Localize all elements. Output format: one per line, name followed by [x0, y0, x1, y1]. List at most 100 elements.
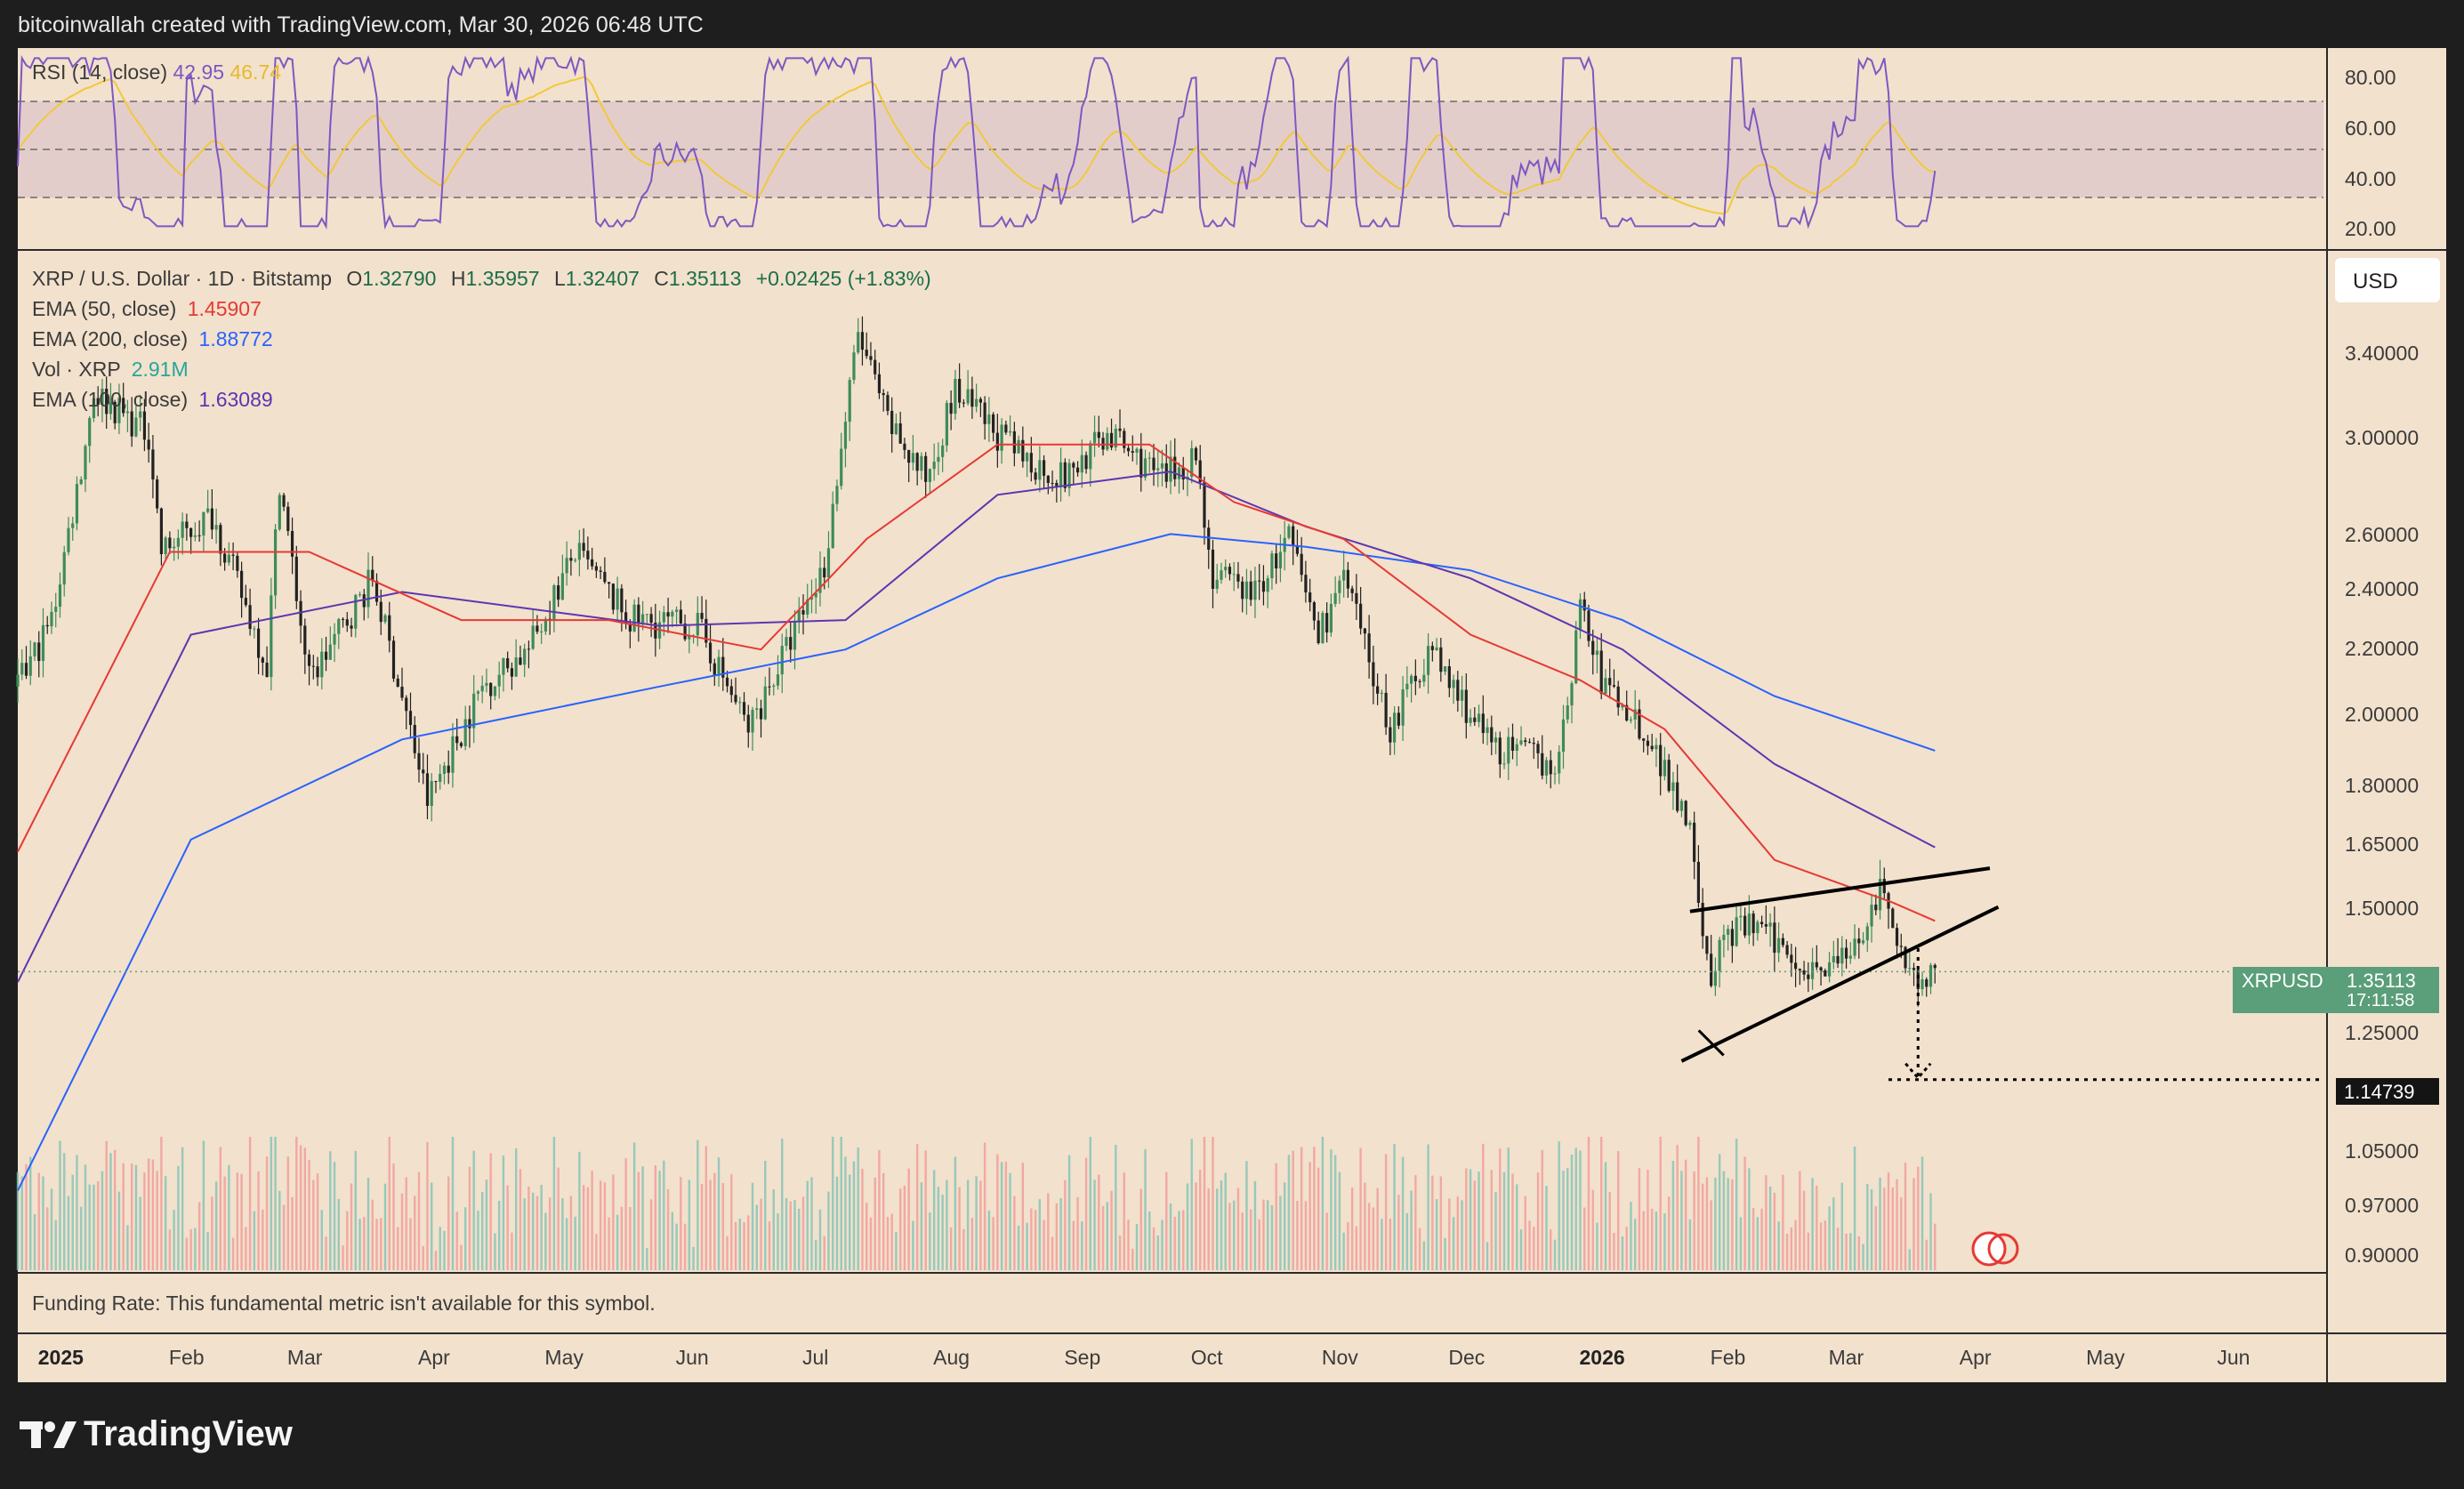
volume-bar: [223, 1176, 226, 1270]
candle-body: [1249, 581, 1252, 600]
volume-bar: [130, 1163, 133, 1270]
price-scale-label: 2.60000: [2345, 523, 2420, 546]
candle-body: [645, 614, 648, 616]
volume-bar: [815, 1239, 817, 1270]
candle-body: [1342, 569, 1346, 581]
candle-body: [1777, 938, 1781, 954]
volume-bar: [1418, 1227, 1421, 1270]
candle-body: [928, 469, 932, 482]
candle-body: [181, 521, 184, 538]
volume-bar: [388, 1137, 391, 1270]
candle-body: [210, 508, 213, 530]
candle-body: [24, 663, 28, 676]
candle-body: [425, 773, 430, 807]
currency-label: USD: [2353, 270, 2398, 294]
time-axis-label: 2026: [1579, 1346, 1625, 1369]
candle-body: [1870, 905, 1873, 927]
volume-bar: [54, 1219, 57, 1270]
candle-body: [920, 455, 923, 471]
volume-bar: [1381, 1219, 1383, 1270]
volume-bar: [1469, 1169, 1472, 1270]
volume-bar: [1118, 1235, 1122, 1270]
candle-body: [193, 535, 197, 537]
volume-bar: [958, 1187, 961, 1270]
candle-body: [1713, 970, 1717, 986]
candle-body: [1646, 740, 1650, 746]
candle-body: [599, 570, 602, 572]
candle-body: [371, 569, 374, 582]
candle-body: [1494, 737, 1498, 743]
volume-bar: [274, 1137, 277, 1270]
volume-bar: [1917, 1166, 1920, 1270]
volume-bar: [1178, 1211, 1180, 1270]
target-price-value: 1.14739: [2344, 1081, 2415, 1103]
volume-bar: [523, 1198, 526, 1270]
volume-bar: [565, 1218, 568, 1270]
candle-body: [1258, 580, 1261, 582]
symbol-legend[interactable]: XRP / U.S. Dollar · 1D · Bitstamp O1.327…: [32, 267, 931, 291]
candle-body: [679, 609, 682, 624]
volume-bar: [1583, 1207, 1586, 1270]
candle-body: [1532, 743, 1535, 744]
volume-bar: [569, 1195, 573, 1270]
candle-body: [1832, 955, 1835, 962]
candle-body: [1287, 526, 1291, 538]
currency-button[interactable]: USD: [2335, 258, 2440, 302]
candle-body: [1612, 685, 1616, 687]
candle-body: [1147, 457, 1151, 459]
volume-bar: [265, 1156, 269, 1270]
volume-bar: [907, 1168, 910, 1270]
volume-bar: [189, 1229, 192, 1270]
candle-body: [497, 674, 501, 687]
volume-legend[interactable]: Vol · XRP 2.91M: [32, 358, 189, 382]
ema50-value: 1.45907: [187, 297, 262, 320]
price-scale-label: 2.40000: [2345, 577, 2420, 600]
volume-bar: [1076, 1196, 1079, 1270]
rsi-legend[interactable]: RSI (14, close) 42.95 46.74: [32, 60, 281, 85]
candle-body: [1549, 760, 1552, 775]
volume-bar: [641, 1166, 644, 1270]
candle-body: [742, 702, 746, 715]
candle-body: [1325, 613, 1329, 633]
candle-body: [1836, 955, 1840, 964]
candle-body: [391, 640, 396, 679]
candle-body: [430, 781, 433, 807]
candle-body: [869, 356, 873, 360]
volume-bar: [1718, 1154, 1721, 1270]
candle-body: [1384, 692, 1388, 728]
candle-body: [932, 462, 936, 470]
candle-body: [1372, 662, 1375, 687]
candle-body: [1241, 581, 1244, 600]
candle-body: [374, 581, 379, 602]
volume-bar: [755, 1204, 758, 1270]
volume-bar: [1655, 1211, 1658, 1270]
candle-body: [1633, 709, 1637, 720]
last-price-tag[interactable]: XRPUSD 1.35113 17:11:58: [2233, 967, 2439, 1013]
candle-body: [472, 693, 476, 728]
volume-bar: [1064, 1179, 1067, 1270]
volume-bar: [105, 1140, 108, 1270]
volume-bar: [143, 1172, 146, 1270]
candle-body: [101, 389, 104, 406]
candle-body: [776, 674, 780, 686]
target-price-tag[interactable]: 1.14739: [2336, 1078, 2439, 1105]
ema100-legend[interactable]: EMA (100, close) 1.63089: [32, 388, 273, 412]
volume-bar: [1338, 1171, 1341, 1270]
candle-body: [1000, 424, 1003, 451]
candle-body: [173, 546, 176, 549]
price-scale-label: 1.05000: [2345, 1139, 2420, 1163]
candle-body: [1502, 763, 1506, 765]
volume-bar: [329, 1151, 332, 1270]
candle-body: [109, 401, 113, 415]
candle-body: [1308, 592, 1312, 603]
candle-body: [1625, 704, 1629, 721]
ema50-legend[interactable]: EMA (50, close) 1.45907: [32, 297, 262, 321]
volume-bar: [177, 1165, 180, 1270]
volume-bar: [1452, 1217, 1455, 1270]
candle-body: [1042, 460, 1046, 476]
volume-bar: [1013, 1195, 1016, 1270]
ema200-legend[interactable]: EMA (200, close) 1.88772: [32, 327, 273, 351]
volume-bar: [231, 1237, 235, 1270]
volume-bar: [295, 1137, 298, 1270]
